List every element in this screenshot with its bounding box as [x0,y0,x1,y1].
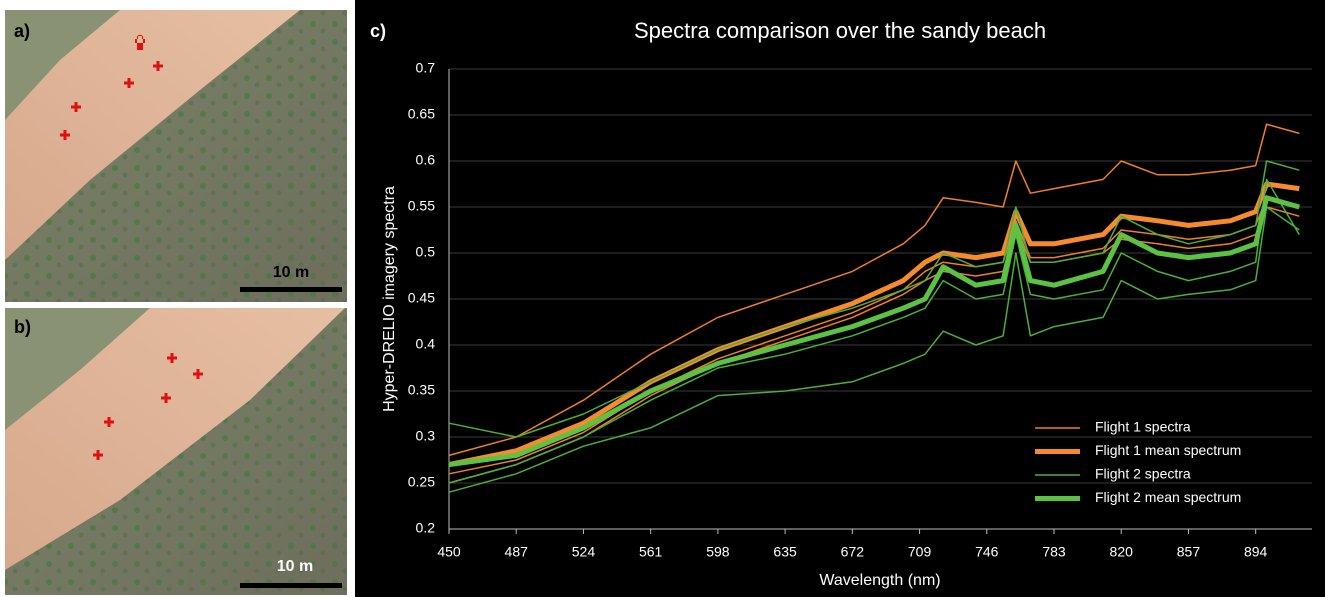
spectrum-line [448,123,1300,457]
spectrum-line [448,160,1300,438]
panel-label: a) [14,21,30,41]
y-tick-label: 0.7 [416,60,436,76]
legend-label: Flight 2 mean spectrum [1095,489,1241,505]
legend-label: Flight 1 spectra [1095,419,1191,435]
aerial-image-b [5,308,347,595]
x-tick-label: 672 [841,544,865,560]
x-tick-label: 820 [1110,544,1134,560]
x-tick-label: 487 [505,544,529,560]
x-tick-label: 783 [1042,544,1066,560]
y-tick-label: 0.5 [416,244,436,260]
chart-title: Spectra comparison over the sandy beach [634,18,1046,43]
y-tick-label: 0.55 [408,198,435,214]
legend-label: Flight 1 mean spectrum [1095,442,1241,458]
scale-label: 10 m [273,264,309,281]
y-tick-label: 0.2 [416,520,436,536]
x-tick-label: 635 [773,544,797,560]
panel-label: c) [370,21,386,41]
y-tick-label: 0.6 [416,152,436,168]
y-tick-label: 0.4 [416,336,436,352]
x-tick-label: 598 [706,544,730,560]
spectrum-line [448,178,1300,484]
x-tick-label: 857 [1177,544,1201,560]
y-tick-label: 0.3 [416,428,436,444]
scale-label: 10 m [277,558,313,575]
y-tick-label: 0.35 [408,382,435,398]
x-tick-label: 561 [639,544,663,560]
panel-label: b) [14,317,31,337]
spectrum-line [448,195,1300,468]
y-tick-label: 0.25 [408,474,435,490]
y-tick-label: 0.45 [408,290,435,306]
x-axis-label: Wavelength (nm) [819,572,940,589]
x-tick-label: 746 [975,544,999,560]
spectrum-line [448,206,1300,493]
y-tick-label: 0.65 [408,106,435,122]
x-tick-label: 709 [908,544,932,560]
y-axis-label: Hyper-DRELIO imagery spectra [381,186,398,412]
x-tick-label: 450 [437,544,461,560]
x-tick-label: 894 [1244,544,1268,560]
legend-label: Flight 2 spectra [1095,466,1191,482]
x-tick-label: 524 [572,544,596,560]
aerial-image-a [5,10,347,302]
